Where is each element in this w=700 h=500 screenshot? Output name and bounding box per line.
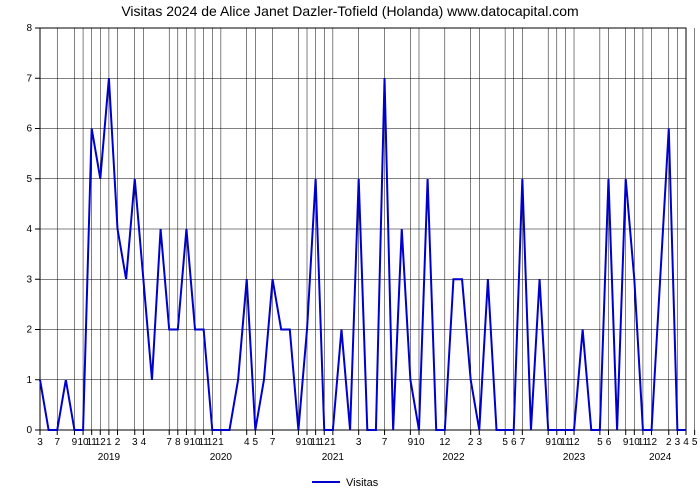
- x-tick-label: 5: [692, 437, 698, 448]
- x-tick-label: 12: [95, 437, 107, 448]
- x-tick-label: 3: [356, 437, 362, 448]
- x-tick-label: 3: [37, 437, 43, 448]
- y-tick-label: 1: [26, 375, 32, 386]
- x-tick-label: 8: [175, 437, 181, 448]
- y-tick-label: 8: [26, 23, 32, 34]
- y-tick-label: 4: [26, 224, 32, 235]
- x-year-label: 2024: [649, 452, 672, 463]
- y-tick-label: 2: [26, 325, 32, 336]
- x-tick-label: 5: [253, 437, 259, 448]
- x-tick-label: 6: [511, 437, 517, 448]
- x-tick-label: 12: [207, 437, 219, 448]
- x-tick-label: 6: [606, 437, 612, 448]
- x-tick-label: 7: [166, 437, 172, 448]
- x-tick-label: 5: [502, 437, 508, 448]
- x-tick-label: 7: [520, 437, 526, 448]
- x-year-label: 2022: [442, 452, 465, 463]
- x-tick-label: 3: [476, 437, 482, 448]
- x-year-label: 2020: [210, 452, 233, 463]
- x-tick-label: 5: [597, 437, 603, 448]
- x-year-label: 2021: [322, 452, 345, 463]
- x-tick-label: 3: [132, 437, 138, 448]
- x-tick-label: 7: [54, 437, 60, 448]
- x-year-label: 2023: [563, 452, 586, 463]
- legend-label: Visitas: [346, 477, 379, 489]
- x-tick-label: 1: [218, 437, 224, 448]
- x-tick-label: 3: [675, 437, 681, 448]
- x-tick-label: 7: [270, 437, 276, 448]
- x-tick-label: 7: [382, 437, 388, 448]
- x-tick-label: 12: [568, 437, 580, 448]
- x-tick-label: 12: [319, 437, 331, 448]
- x-tick-label: 4: [683, 437, 689, 448]
- x-tick-label: 12: [646, 437, 658, 448]
- x-tick-label: 2: [666, 437, 672, 448]
- x-tick-label: 1: [330, 437, 336, 448]
- x-tick-label: 4: [141, 437, 147, 448]
- x-tick-label: 1: [106, 437, 112, 448]
- x-tick-label: 2: [115, 437, 121, 448]
- y-tick-label: 7: [26, 73, 32, 84]
- y-tick-label: 3: [26, 274, 32, 285]
- y-tick-label: 0: [26, 425, 32, 436]
- x-tick-label: 12: [439, 437, 451, 448]
- y-tick-label: 6: [26, 124, 32, 135]
- x-tick-label: 10: [413, 437, 425, 448]
- visits-line-chart: 0123456783791011121234789101112145791011…: [0, 0, 700, 500]
- chart-title: Visitas 2024 de Alice Janet Dazler-Tofie…: [121, 3, 578, 19]
- x-tick-label: 2: [468, 437, 474, 448]
- x-tick-label: 4: [244, 437, 250, 448]
- x-year-label: 2019: [98, 452, 121, 463]
- y-tick-label: 5: [26, 174, 32, 185]
